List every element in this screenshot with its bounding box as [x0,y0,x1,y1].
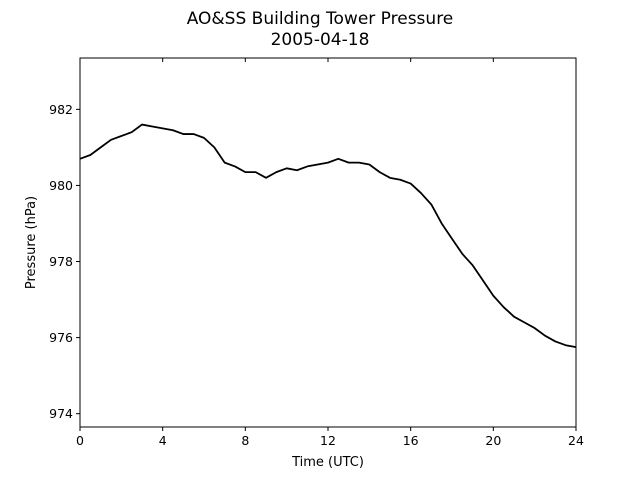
x-tick-label: 20 [485,433,501,448]
y-tick-label: 978 [49,254,73,269]
plot-axes: 0 4 8 12 16 20 24 974 976 978 980 982 [49,58,584,448]
plot-frame [79,57,577,428]
x-tick-label: 8 [241,433,249,448]
x-tick-label: 12 [320,433,336,448]
chart-subtitle: 2005-04-18 [271,30,370,50]
x-axis-label: Time (UTC) [291,455,364,470]
y-tick-label: 976 [49,330,73,345]
x-tick-label: 0 [76,433,84,448]
x-tick-label: 4 [159,433,167,448]
y-tick-label: 974 [49,406,73,421]
x-tick-label: 24 [568,433,584,448]
y-tick-label: 982 [49,102,73,117]
x-tick-label: 16 [403,433,419,448]
y-axis-label: Pressure (hPa) [24,196,39,289]
chart-title: AO&SS Building Tower Pressure [187,9,454,29]
y-tick-label: 980 [49,178,73,193]
pressure-series-line [79,123,577,348]
